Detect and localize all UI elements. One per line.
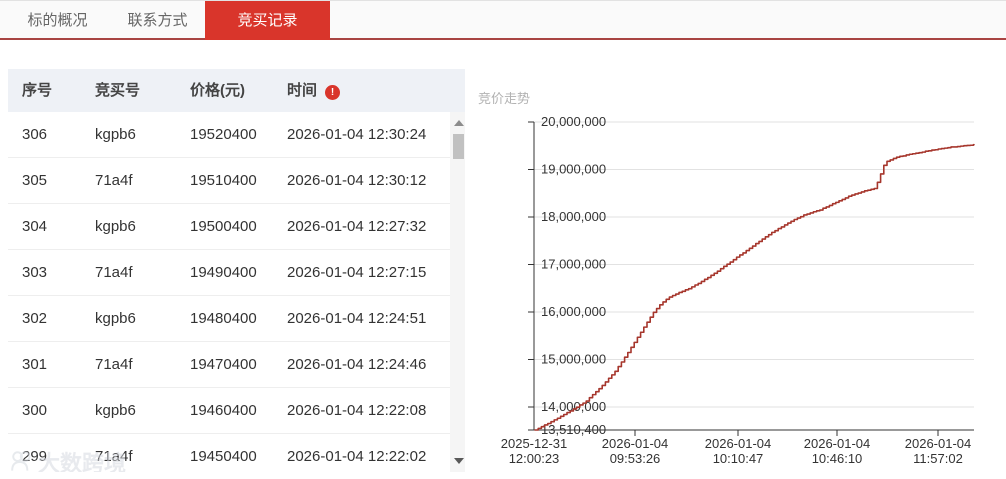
- svg-text:18,000,000: 18,000,000: [541, 209, 606, 224]
- svg-text:10:10:47: 10:10:47: [713, 451, 764, 466]
- svg-text:14,000,000: 14,000,000: [541, 399, 606, 414]
- svg-text:2026-01-04: 2026-01-04: [905, 436, 972, 451]
- svg-text:17,000,000: 17,000,000: [541, 257, 606, 272]
- svg-text:2026-01-04: 2026-01-04: [602, 436, 669, 451]
- svg-text:09:53:26: 09:53:26: [610, 451, 661, 466]
- svg-text:2026-01-04: 2026-01-04: [705, 436, 772, 451]
- svg-text:10:46:10: 10:46:10: [812, 451, 863, 466]
- svg-text:16,000,000: 16,000,000: [541, 304, 606, 319]
- svg-text:12:00:23: 12:00:23: [509, 451, 560, 466]
- svg-text:15,000,000: 15,000,000: [541, 352, 606, 367]
- svg-text:20,000,000: 20,000,000: [541, 114, 606, 129]
- svg-text:2025-12-31: 2025-12-31: [501, 436, 568, 451]
- svg-text:2026-01-04: 2026-01-04: [804, 436, 871, 451]
- svg-text:11:57:02: 11:57:02: [913, 451, 963, 466]
- svg-text:19,000,000: 19,000,000: [541, 162, 606, 177]
